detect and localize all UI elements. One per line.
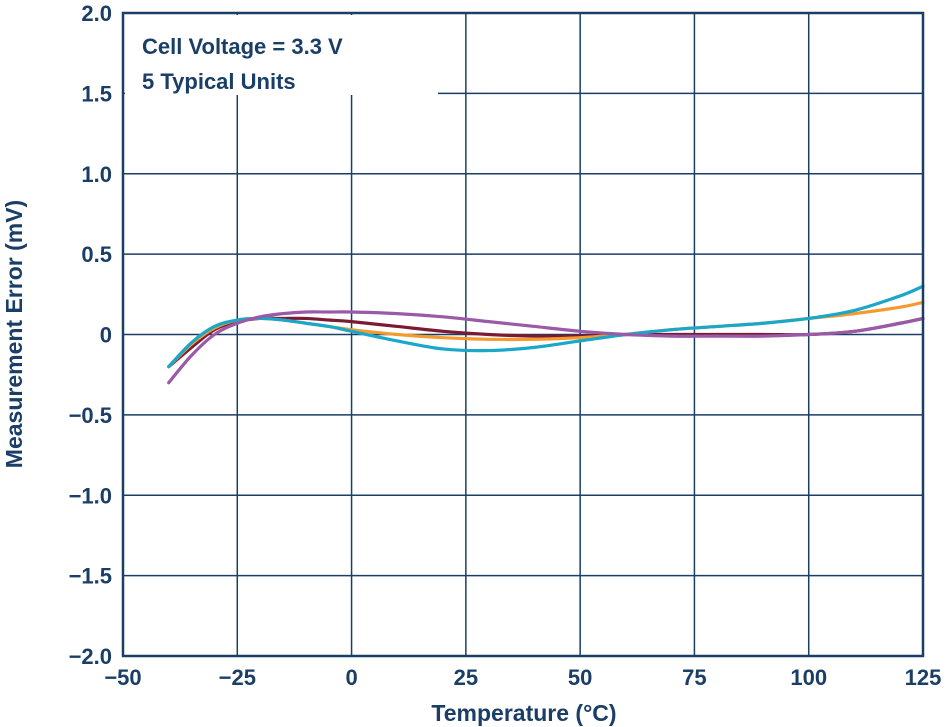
y-tick-label: −2.0 [69, 644, 112, 669]
x-tick-label: 0 [345, 665, 357, 690]
y-axis-title: Measurement Error (mV) [1, 200, 27, 468]
y-tick-label: 1.5 [81, 81, 112, 106]
y-tick-label: 0.5 [81, 242, 112, 267]
x-tick-label: 125 [905, 665, 942, 690]
y-tick-label: −0.5 [69, 403, 112, 428]
x-tick-label: 25 [454, 665, 478, 690]
annotation-background [125, 15, 438, 95]
y-tick-label: −1.0 [69, 483, 112, 508]
x-axis-title: Temperature (°C) [431, 700, 616, 726]
x-tick-label: −25 [219, 665, 256, 690]
x-tick-label: −50 [104, 665, 141, 690]
annotation-line-1: Cell Voltage = 3.3 V [142, 34, 343, 59]
annotation-box: Cell Voltage = 3.3 V 5 Typical Units [125, 15, 438, 95]
x-tick-label: 75 [682, 665, 706, 690]
y-tick-label: 2.0 [81, 1, 112, 26]
tick-labels: −50 −25 0 25 50 75 100 125 2.0 1.5 1.0 0.5 0 −0.5 −1.0… [69, 1, 942, 690]
series-lines [167, 284, 925, 385]
series-line-4 [167, 310, 925, 385]
y-tick-label: −1.5 [69, 564, 112, 589]
y-tick-label: 1.0 [81, 162, 112, 187]
x-tick-label: 50 [568, 665, 592, 690]
plot-border [121, 11, 925, 658]
annotation-line-2: 5 Typical Units [142, 69, 296, 94]
x-tick-label: 100 [790, 665, 827, 690]
y-tick-label: 0 [100, 323, 112, 348]
